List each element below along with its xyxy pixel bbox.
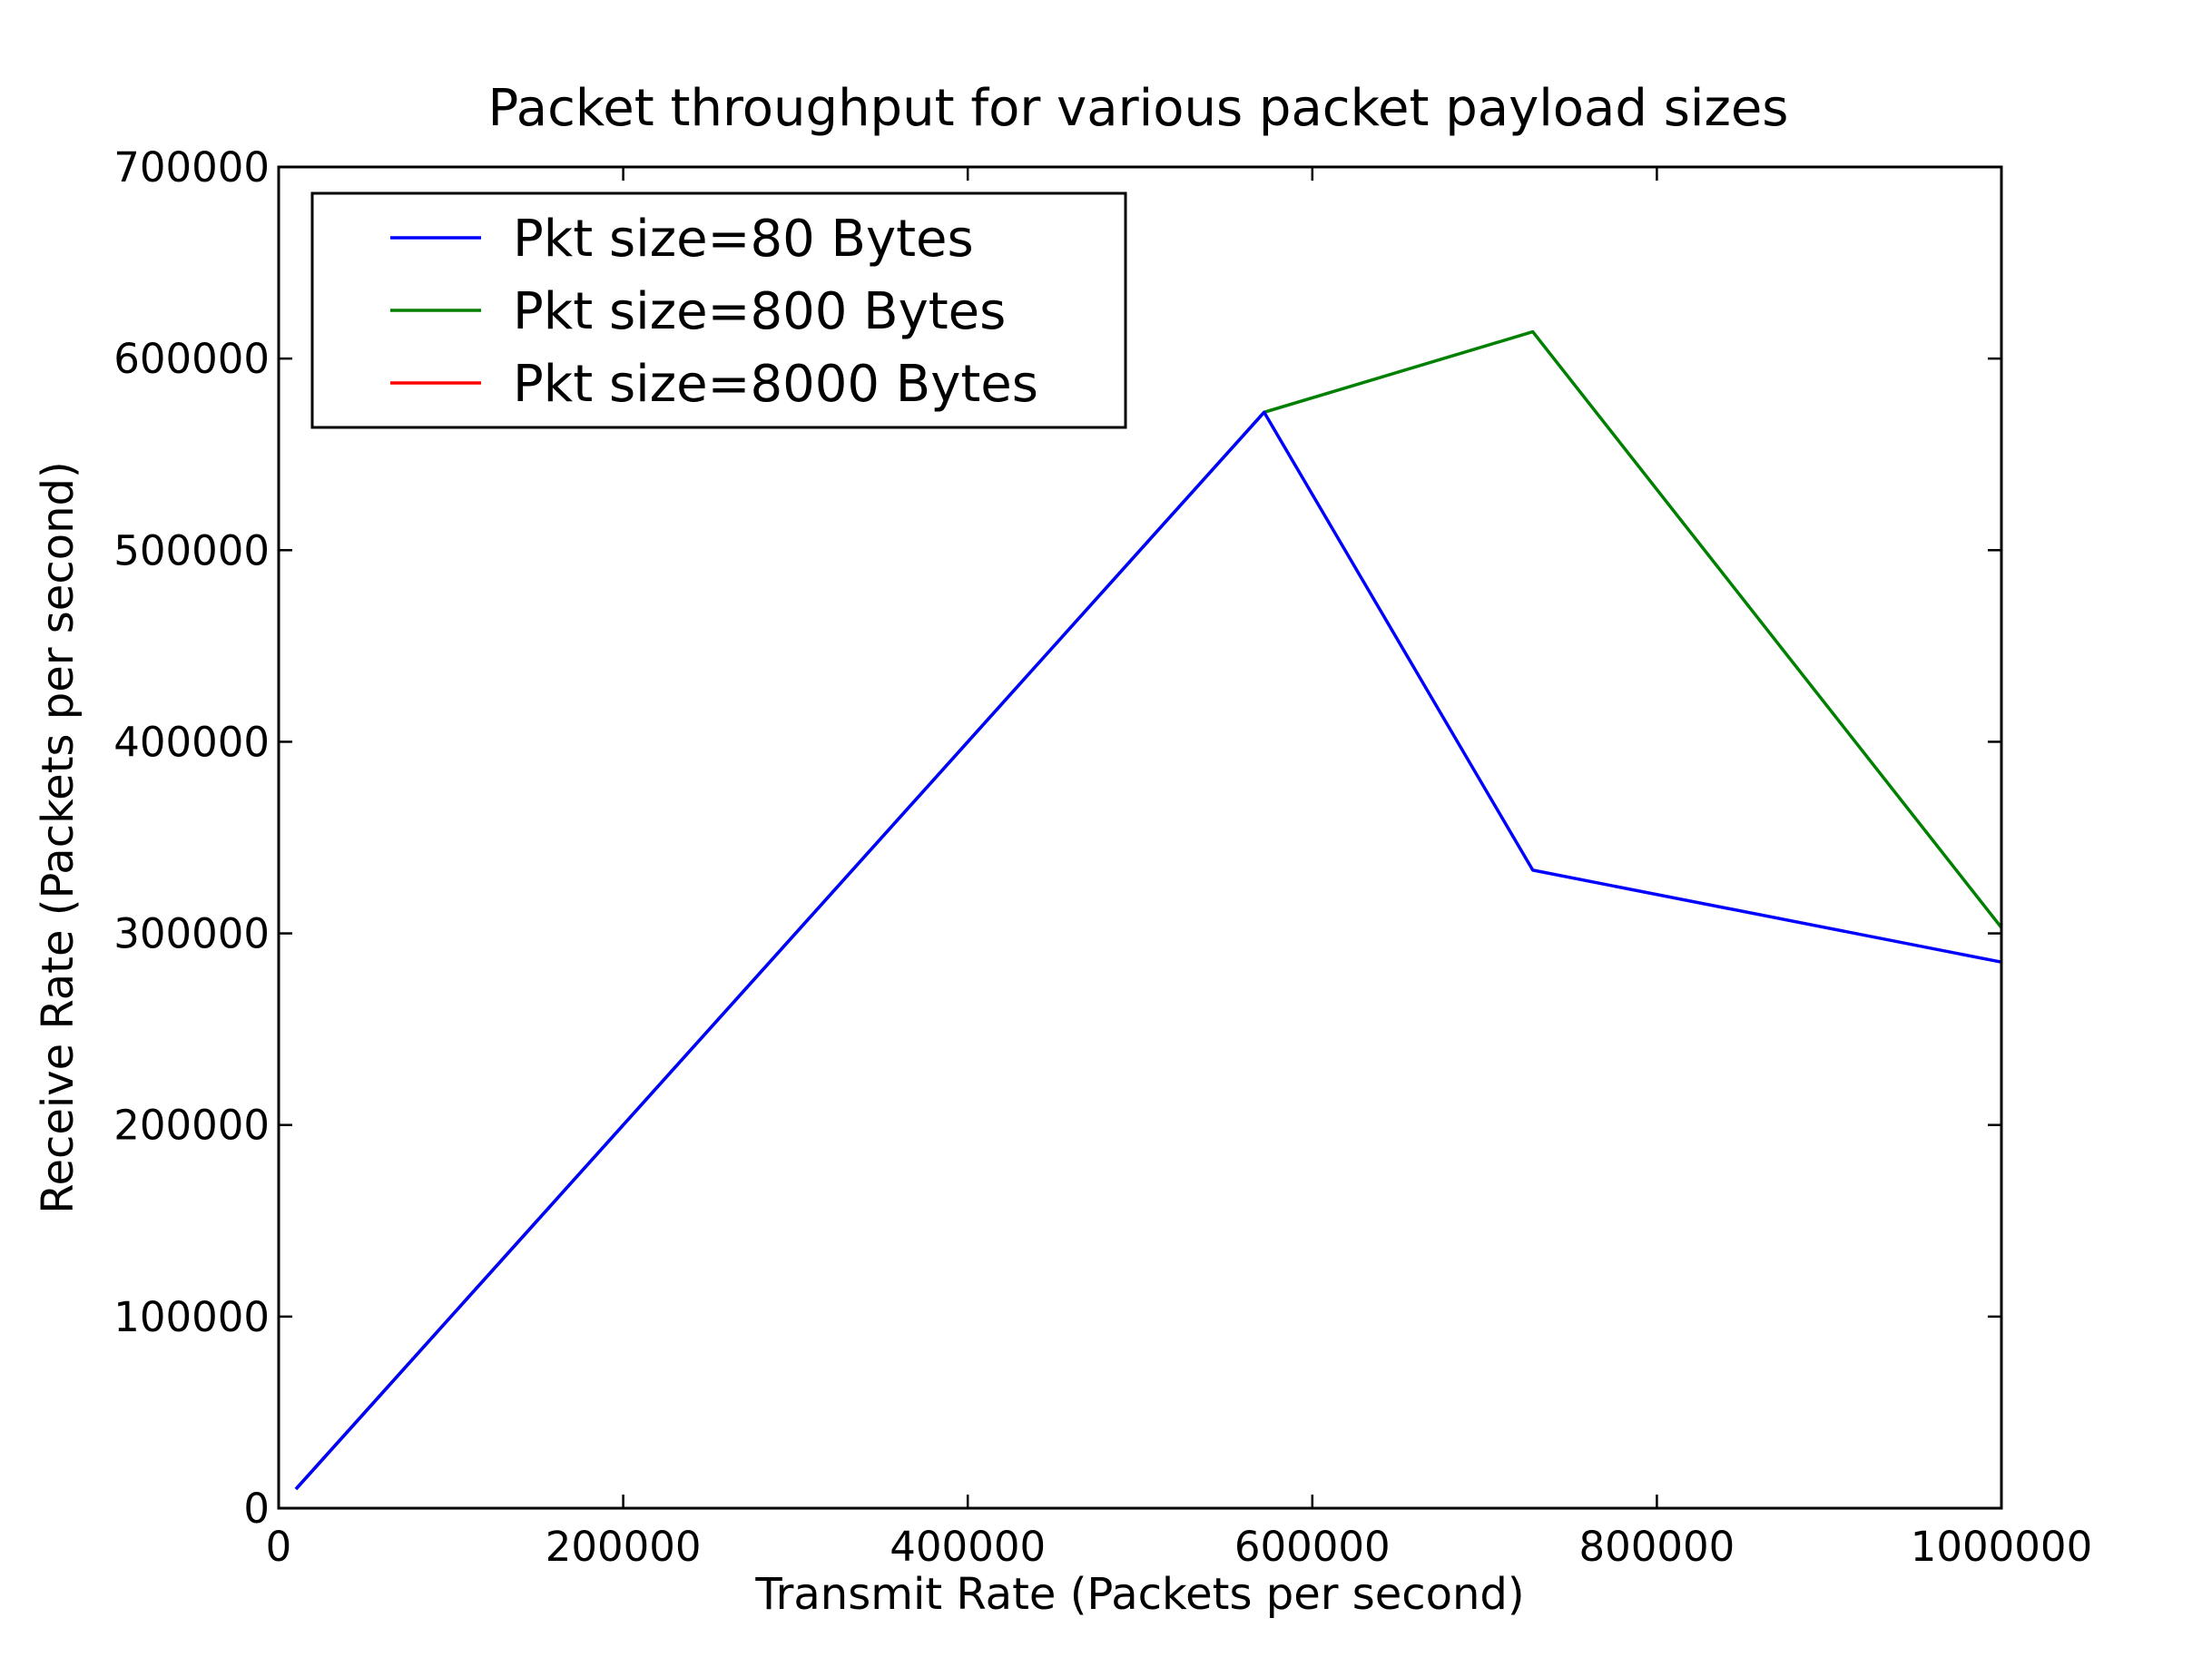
legend-entry-label: Pkt size=80 Bytes <box>513 210 974 269</box>
plot-area-frame <box>277 165 2003 1510</box>
y-tick-label: 100000 <box>113 1293 270 1341</box>
y-tick-label: 700000 <box>113 143 270 191</box>
series-layer <box>294 329 2003 1491</box>
x-tick-label: 800000 <box>1579 1523 1735 1571</box>
chart-title: Packet throughput for various packet pay… <box>488 79 1789 138</box>
series-line-0 <box>294 410 2002 1491</box>
y-tick-label: 500000 <box>113 526 270 574</box>
x-tick-label: 400000 <box>890 1523 1046 1571</box>
y-axis-label: Receive Rate (Packets per second) <box>33 461 84 1213</box>
legend: Pkt size=80 Bytes Pkt size=800 Bytes Pkt s… <box>310 191 1127 429</box>
legend-entry-label: Pkt size=800 Bytes <box>513 282 1006 341</box>
y-tick-label: 0 <box>243 1485 270 1533</box>
x-tick-label: 200000 <box>546 1523 702 1571</box>
x-axis-label: Transmit Rate (Packets per second) <box>754 1569 1524 1620</box>
legend-entry-label: Pkt size=8000 Bytes <box>513 355 1038 414</box>
x-tick-label: 1000000 <box>1911 1523 2092 1571</box>
x-tick-label: 0 <box>266 1523 292 1571</box>
ticks-layer: 0 200000 400000 600000 800000 1000000 0 100000 2… <box>113 143 2092 1571</box>
y-tick-label: 600000 <box>113 335 270 383</box>
y-tick-label: 400000 <box>113 718 270 766</box>
x-tick-label: 600000 <box>1234 1523 1391 1571</box>
y-tick-label: 200000 <box>113 1102 270 1150</box>
y-tick-label: 300000 <box>113 910 270 958</box>
